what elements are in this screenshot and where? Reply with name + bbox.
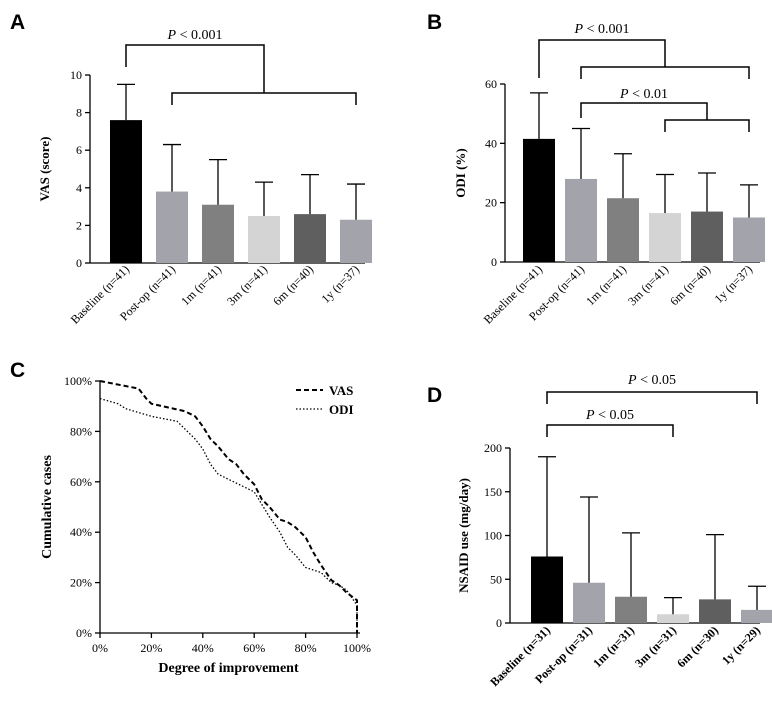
x-axis-title: Degree of improvement bbox=[158, 661, 299, 676]
significance-arm-1 bbox=[664, 119, 750, 132]
category-label-4: 6m (n=30) bbox=[674, 623, 721, 670]
legend-label-vas: VAS bbox=[329, 383, 353, 398]
significance-label-0: P < 0.05 bbox=[627, 373, 676, 388]
bar-5 bbox=[733, 217, 765, 262]
category-label-4: 6m (n=40) bbox=[270, 262, 316, 308]
bar-3 bbox=[649, 213, 681, 262]
series-line-vas bbox=[99, 380, 358, 633]
significance-bracket-1 bbox=[546, 424, 674, 437]
y-tick-label: 80% bbox=[70, 424, 92, 438]
legend: VAS ODI bbox=[296, 383, 354, 417]
y-tick-label: 10 bbox=[70, 68, 82, 82]
significance-label-0: P < 0.001 bbox=[167, 28, 223, 43]
category-label-3: 3m (n=41) bbox=[625, 262, 671, 308]
y-tick-label: 0% bbox=[76, 626, 92, 640]
bar-3 bbox=[248, 216, 280, 263]
y-tick-label: 6 bbox=[76, 143, 82, 157]
panel-c-line-chart: 0% 20% 40% 60% 80% 100% 0% 20% 40% 60% 80% 100% Degr… bbox=[40, 374, 371, 676]
y-tick-label: 40% bbox=[70, 525, 92, 539]
category-label-5: 1y (n=37) bbox=[711, 262, 755, 306]
bar-2 bbox=[202, 204, 234, 263]
y-tick-label: 60% bbox=[70, 475, 92, 489]
y-axis-title: VAS (score) bbox=[37, 137, 52, 202]
significance-label-1: P < 0.01 bbox=[619, 87, 668, 102]
bar-4 bbox=[294, 214, 326, 263]
x-tick-label: 80% bbox=[295, 641, 317, 655]
x-tick-label: 60% bbox=[243, 641, 265, 655]
bar-3 bbox=[657, 614, 689, 623]
y-axis-title: NSAID use (mg/day) bbox=[456, 478, 471, 593]
bar-1 bbox=[565, 178, 597, 262]
significance-bracket-0 bbox=[546, 391, 758, 404]
y-tick-label: 150 bbox=[484, 485, 502, 499]
y-tick-label: 0 bbox=[76, 256, 82, 270]
significance-label-1: P < 0.05 bbox=[585, 408, 634, 423]
bar-4 bbox=[691, 211, 723, 262]
y-tick-label: 20% bbox=[70, 576, 92, 590]
x-tick-label: 100% bbox=[343, 641, 371, 655]
y-tick-label: 40 bbox=[485, 136, 497, 150]
category-label-5: 1y (n=37) bbox=[318, 262, 362, 306]
category-label-2: 1m (n=41) bbox=[583, 262, 629, 308]
panel-letter-c: C bbox=[10, 359, 25, 382]
x-tick-label: 40% bbox=[192, 641, 214, 655]
category-label-5: 1y (n=29) bbox=[719, 623, 763, 667]
x-tick-label: 20% bbox=[140, 641, 162, 655]
bar-4 bbox=[699, 599, 731, 623]
bar-0 bbox=[523, 138, 555, 262]
panel-letter-a: A bbox=[10, 11, 25, 34]
y-tick-label: 20 bbox=[485, 196, 497, 210]
y-tick-label: 0 bbox=[491, 255, 497, 269]
category-label-2: 1m (n=31) bbox=[590, 623, 637, 670]
bar-0 bbox=[531, 556, 563, 623]
y-tick-label: 50 bbox=[490, 572, 502, 586]
bar-5 bbox=[741, 609, 772, 623]
panel-letter-d: D bbox=[427, 384, 442, 407]
category-label-3: 3m (n=31) bbox=[632, 623, 679, 670]
significance-bracket-0 bbox=[538, 39, 666, 78]
y-axis-title: ODI (%) bbox=[453, 148, 468, 197]
category-label-4: 6m (n=40) bbox=[667, 262, 713, 308]
y-tick-label: 8 bbox=[76, 106, 82, 120]
y-tick-label: 4 bbox=[76, 181, 82, 195]
significance-arm-0 bbox=[580, 66, 750, 79]
bar-1 bbox=[156, 191, 188, 263]
category-label-3: 3m (n=41) bbox=[224, 262, 270, 308]
y-tick-label: 0 bbox=[496, 616, 502, 630]
y-tick-label: 200 bbox=[484, 441, 502, 455]
x-tick-label: 0% bbox=[92, 641, 108, 655]
significance-arm-0 bbox=[171, 92, 357, 105]
y-tick-label: 60 bbox=[485, 77, 497, 91]
legend-label-odi: ODI bbox=[329, 402, 354, 417]
bar-2 bbox=[607, 198, 639, 262]
y-tick-label: 100% bbox=[64, 374, 92, 388]
series-line-odi bbox=[99, 397, 358, 633]
bar-5 bbox=[340, 219, 372, 263]
panel-letter-b: B bbox=[427, 11, 442, 34]
y-axis-title: Cumulative cases bbox=[40, 455, 55, 559]
y-tick-label: 2 bbox=[76, 218, 82, 232]
category-label-2: 1m (n=41) bbox=[178, 262, 224, 308]
significance-label-0: P < 0.001 bbox=[574, 22, 630, 37]
bar-1 bbox=[573, 582, 605, 623]
significance-bracket-0 bbox=[125, 44, 265, 93]
y-tick-label: 100 bbox=[484, 529, 502, 543]
bar-0 bbox=[110, 120, 142, 264]
significance-bracket-1 bbox=[580, 102, 708, 120]
bar-2 bbox=[615, 596, 647, 623]
